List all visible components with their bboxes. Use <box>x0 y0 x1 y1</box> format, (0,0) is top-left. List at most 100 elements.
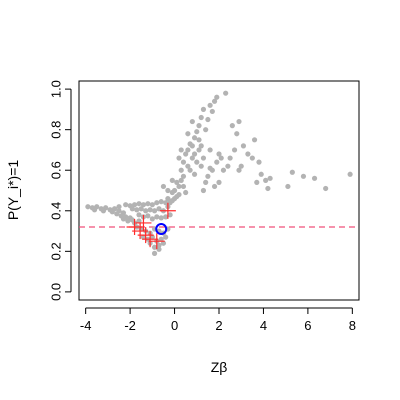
data-point <box>189 118 195 125</box>
data-point <box>149 234 155 240</box>
data-point <box>196 147 202 153</box>
data-point <box>136 201 142 207</box>
data-point <box>158 236 164 242</box>
data-point <box>185 131 191 137</box>
data-point <box>214 94 220 100</box>
data-point <box>100 208 107 214</box>
data-point <box>216 179 222 185</box>
data-point <box>123 202 129 208</box>
x-tick-label: -2 <box>124 318 136 333</box>
data-point <box>136 212 142 218</box>
data-point <box>347 171 353 177</box>
highlight-plus-point <box>137 227 154 244</box>
data-point <box>203 127 209 133</box>
data-point <box>147 207 153 213</box>
data-point <box>220 167 227 173</box>
data-point <box>240 143 247 149</box>
gray-point-series <box>85 90 353 256</box>
data-point <box>216 151 222 157</box>
highlight-plus-point <box>142 231 159 248</box>
data-point <box>183 189 189 196</box>
data-point <box>234 131 240 137</box>
data-point <box>163 200 169 206</box>
data-point <box>207 102 213 108</box>
data-point <box>176 155 182 161</box>
x-axis: -4 -2 0 2 4 6 8 <box>80 307 356 333</box>
data-point <box>134 207 140 213</box>
data-point <box>200 187 207 194</box>
y-tick-label: 0.0 <box>48 283 63 301</box>
data-point <box>236 118 242 125</box>
data-point <box>209 167 215 173</box>
data-point <box>174 179 180 185</box>
data-point <box>227 155 233 161</box>
data-point <box>209 108 215 115</box>
data-point <box>140 234 147 240</box>
y-axis: 0.0 0.2 0.4 0.6 0.8 1.0 <box>48 80 72 301</box>
highlight-plus-point <box>148 233 165 250</box>
selected-point <box>155 223 168 236</box>
data-point <box>311 175 318 181</box>
data-point <box>196 137 202 143</box>
data-point <box>225 163 231 169</box>
data-point <box>258 171 264 177</box>
data-point <box>165 196 171 202</box>
data-point <box>154 200 160 206</box>
data-point <box>251 137 258 143</box>
data-point <box>256 159 262 165</box>
data-point <box>323 185 329 192</box>
data-point <box>211 98 218 104</box>
data-point <box>218 155 224 161</box>
data-point <box>265 185 271 192</box>
data-point <box>236 167 242 173</box>
data-point <box>185 163 191 169</box>
data-point <box>151 244 158 250</box>
data-point <box>85 204 91 210</box>
data-point <box>158 215 164 221</box>
data-point <box>156 206 162 212</box>
x-tick-label: -4 <box>80 318 92 333</box>
data-point <box>125 218 131 224</box>
data-point <box>136 218 142 224</box>
data-point <box>91 207 98 213</box>
data-point <box>231 147 238 153</box>
data-point <box>207 147 213 153</box>
data-point <box>160 183 167 190</box>
data-point <box>187 167 193 173</box>
y-tick-label: 1.0 <box>48 80 63 98</box>
highlight-plus-point <box>159 202 176 219</box>
blue-circle-series <box>155 223 168 236</box>
data-point <box>154 214 160 220</box>
data-point <box>263 177 269 183</box>
data-point <box>189 143 195 149</box>
data-point <box>149 202 155 208</box>
data-point <box>149 216 155 222</box>
data-point <box>183 151 189 157</box>
data-point <box>205 173 211 179</box>
data-point <box>145 213 151 219</box>
data-point <box>145 201 151 207</box>
data-point <box>160 240 167 246</box>
x-tick-label: 6 <box>304 318 311 333</box>
data-point <box>167 212 173 218</box>
data-point <box>245 151 251 157</box>
data-point <box>211 183 218 190</box>
data-point <box>198 114 204 121</box>
data-point <box>200 155 207 161</box>
data-point <box>156 242 162 248</box>
data-point <box>178 167 184 173</box>
data-point <box>267 175 273 181</box>
data-point <box>171 187 178 194</box>
y-tick-label: 0.8 <box>48 121 63 139</box>
data-point <box>178 147 184 153</box>
data-point <box>131 202 138 208</box>
y-tick-label: 0.4 <box>48 202 63 220</box>
data-point <box>109 209 115 215</box>
data-point <box>191 135 198 141</box>
data-point <box>129 206 135 212</box>
data-point <box>163 234 169 240</box>
data-point <box>196 123 202 129</box>
data-point <box>198 163 204 169</box>
data-point <box>176 191 182 198</box>
